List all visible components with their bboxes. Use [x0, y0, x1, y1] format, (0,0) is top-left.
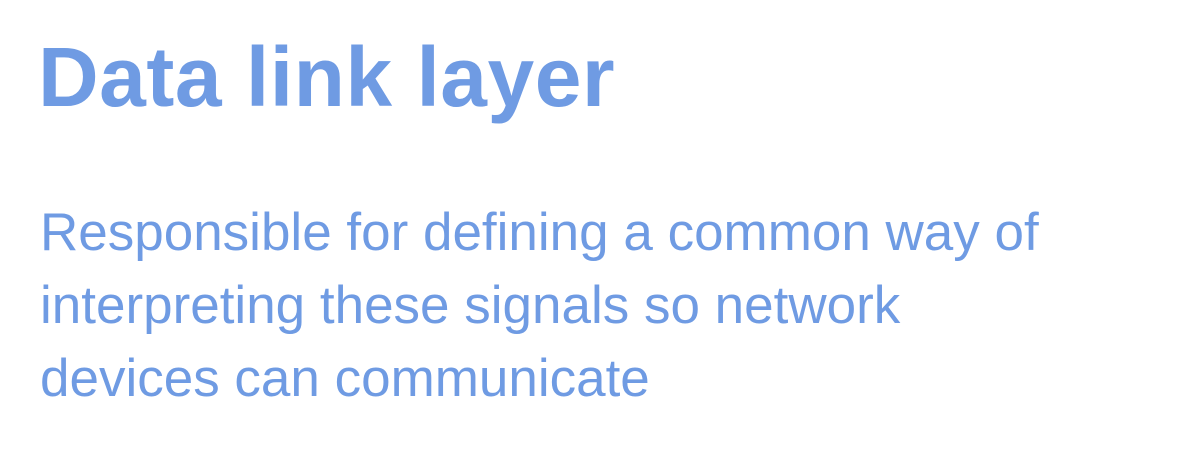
slide-body-text: Responsible for defining a common way of… — [40, 196, 1170, 415]
slide-title: Data link layer — [38, 30, 616, 124]
body-line-1: Responsible for defining a common way of — [40, 203, 1039, 262]
body-line-3: devices can communicate — [40, 349, 650, 408]
body-line-2: interpreting these signals so network — [40, 276, 901, 335]
